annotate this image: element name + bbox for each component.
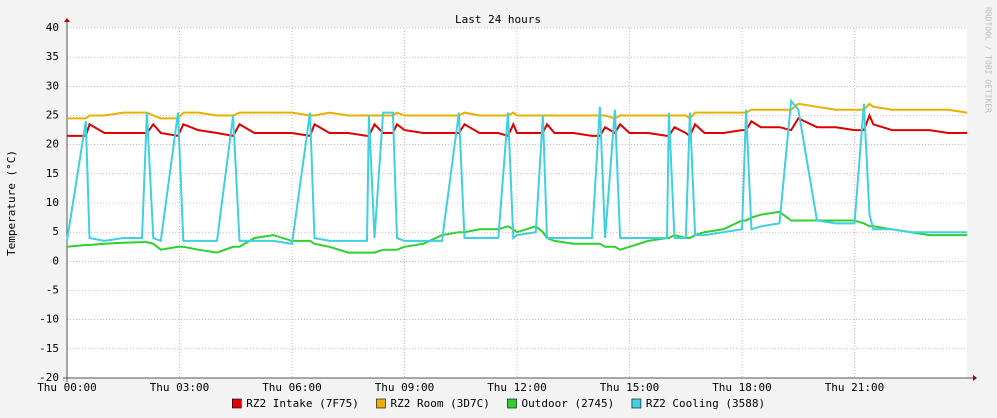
x-tick-label: Thu 09:00 [375,381,435,394]
legend-label: RZ2 Room (3D7C) [391,397,490,410]
chart-title: Last 24 hours [455,13,541,26]
x-tick-label: Thu 06:00 [262,381,322,394]
series-line [66,210,967,254]
y-axis-label: Temperature (°C) [5,150,18,256]
y-tick-label: 0 [52,254,59,267]
x-tick-label: Thu 15:00 [600,381,660,394]
y-tick-label: -20 [39,371,59,384]
axis-arrow [64,18,70,22]
legend-label: RZ2 Cooling (3588) [646,397,765,410]
series-line [66,98,967,245]
legend-label: Outdoor (2745) [522,397,615,410]
legend-swatch [631,398,642,409]
y-tick-label: 20 [46,138,59,151]
x-tick-label: Thu 21:00 [825,381,885,394]
y-tick-label: -5 [46,284,59,297]
y-tick-label: -10 [39,313,59,326]
legend-label: RZ2 Intake (7F75) [246,397,359,410]
legend-swatch [376,398,386,409]
x-tick-label: Thu 03:00 [150,381,210,394]
x-tick-label: Thu 12:00 [487,381,547,394]
x-tick-label: Thu 18:00 [712,381,772,394]
legend-swatch [232,398,242,409]
y-tick-label: 35 [46,50,59,63]
y-tick-label: -15 [39,342,59,355]
y-tick-label: 5 [52,225,59,238]
y-tick-label: 15 [46,167,59,180]
side-text: RRDTOOL / TOBI OETIKER [984,7,993,113]
series-line [67,102,968,120]
x-tick-label: Thu 00:00 [37,381,97,394]
y-tick-label: 40 [46,21,59,34]
series-line [67,112,967,138]
y-tick-label: 30 [46,79,59,92]
axis-arrow [973,375,977,381]
y-tick-label: 25 [46,109,59,122]
y-tick-label: 10 [46,196,59,209]
legend-swatch [507,398,517,409]
